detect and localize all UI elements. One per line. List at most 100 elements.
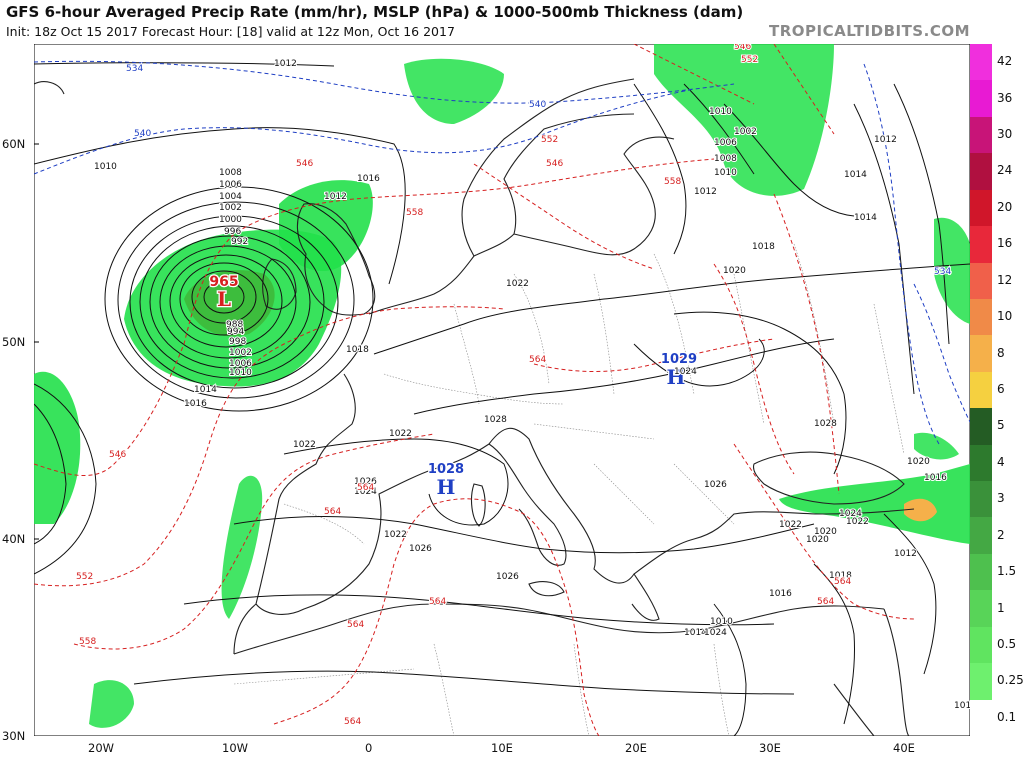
thickness-label: 546 [546, 159, 563, 169]
lat-label-40n: 40N [2, 532, 26, 546]
colorbar-cell [970, 189, 992, 227]
lon-label-10w: 10W [222, 741, 249, 755]
thickness-label: 564 [357, 483, 374, 493]
colorbar-label: 5 [997, 418, 1005, 433]
precip-cyclone-core [184, 270, 275, 337]
isobar-label: 988 [226, 320, 243, 330]
isobar-label: 1008 [714, 154, 737, 164]
coast-greece [631, 573, 660, 621]
coast-baltic [513, 136, 675, 256]
colorbar-label: 2 [997, 527, 1005, 542]
isobar-label: 1010 [954, 701, 970, 711]
colorbar-label: 0.1 [997, 709, 1017, 724]
thickness-label: 546 [296, 159, 313, 169]
colorbar-cell [970, 481, 992, 518]
colorbar-label: 6 [997, 382, 1005, 396]
colorbar-cell [970, 371, 992, 409]
thickness-label: 564 [817, 597, 834, 607]
colorbar-cell [970, 699, 992, 737]
colorbar-label: 8 [997, 345, 1005, 360]
coast-ireland [262, 258, 297, 310]
precip-colorbar [970, 44, 992, 737]
low-pressure-value: 965 [209, 274, 238, 290]
colorbar-cell [970, 44, 992, 81]
isobar-label: 1002 [219, 203, 242, 213]
thickness-label: 540 [134, 129, 151, 139]
thickness-label: 564 [344, 717, 361, 727]
isobar-label: 1014 [684, 628, 707, 638]
thickness-label: 564 [834, 577, 851, 587]
lon-label-40e: 40E [893, 741, 915, 755]
isobar-label: 1016 [924, 473, 947, 483]
high-pressure-marker-med: H [437, 475, 456, 499]
thickness-label: 564 [347, 620, 364, 630]
thickness-low-contours [34, 60, 970, 445]
isobar-label: 1010 [709, 107, 732, 117]
coast-africa-north [233, 603, 885, 655]
high-pressure-value-east: 1029 [661, 352, 697, 367]
isobar-label: 1022 [846, 517, 869, 527]
pressure-centers: 965 L 1028 H 1029 H [208, 273, 698, 501]
isobar-label: 1022 [779, 520, 802, 530]
low-pressure-marker: L [217, 287, 231, 311]
isobar-labels: 1012101010081006100410021000996992988994… [93, 58, 970, 712]
isobar-label: 998 [229, 337, 246, 347]
isobar-label: 1012 [894, 549, 917, 559]
thickness-label: 558 [406, 208, 423, 218]
coast-italy [488, 443, 567, 566]
colorbar-label: 0.25 [997, 673, 1024, 688]
thickness-label: 534 [934, 267, 951, 277]
coast-europe-west [255, 373, 915, 615]
isobar-label: 1022 [389, 429, 412, 439]
isobar-label: 1016 [184, 399, 207, 409]
thickness-label: 552 [541, 135, 558, 145]
precip-scandinavia-north [654, 44, 834, 196]
lon-label-20e: 20E [625, 741, 647, 755]
isobar-label: 1016 [357, 174, 380, 184]
colorbar-label: 12 [997, 272, 1013, 287]
high-pressure-value-med: 1028 [428, 462, 464, 477]
isobar-label: 1014 [844, 170, 867, 180]
coast-sicily [528, 581, 565, 597]
isobar-label: 992 [231, 237, 248, 247]
isobar-label: 1002 [229, 348, 252, 358]
isobar-label: 1024 [704, 628, 727, 638]
coast-levant [883, 608, 910, 736]
isobar-label: 1026 [704, 480, 727, 490]
isobar-label: 1010 [714, 168, 737, 178]
isobar-label: 1010 [710, 617, 733, 627]
coast-black-sea [752, 451, 905, 505]
isobar-label: 1010 [229, 368, 252, 378]
isobar-label: 1026 [354, 477, 377, 487]
isobar-label: 1006 [219, 180, 242, 190]
precip-caucasus-heavy [904, 498, 937, 522]
colorbar-label: 36 [997, 90, 1013, 105]
colorbar-label: 30 [997, 127, 1013, 142]
isobar-label: 1026 [409, 544, 432, 554]
isobar-label: 1018 [829, 571, 852, 581]
lon-label-10e: 10E [491, 741, 513, 755]
coast-iceland-edge [34, 81, 65, 95]
isobar-label: 1002 [734, 127, 757, 137]
isobar-label: 1000 [219, 215, 242, 225]
lon-label-0: 0 [365, 741, 373, 755]
thickness-labels: 5345405465525585645645645465525585645645… [75, 44, 952, 728]
precip-east-edge-2 [914, 432, 959, 460]
lon-label-20w: 20W [88, 741, 115, 755]
coast-red-sea [833, 683, 875, 736]
colorbar-cell [970, 626, 992, 664]
isobar-label: 1022 [384, 530, 407, 540]
isobar-label: 1014 [854, 213, 877, 223]
isobar-label: 996 [224, 227, 241, 237]
isobar-label: 1028 [484, 415, 507, 425]
weather-map: 965 L 1028 H 1029 H 1012 1010 1008 1006 1004… [34, 44, 970, 736]
brand-watermark: TROPICALTIDBITS.COM [769, 22, 970, 40]
isobar-label: 1028 [814, 419, 837, 429]
lat-label-30n: 30N [2, 729, 26, 743]
colorbar-cell [970, 80, 992, 118]
isobar-label: 1012 [324, 192, 347, 202]
isobar-label: 1012 [874, 135, 897, 145]
thickness-label: 558 [79, 637, 96, 647]
colorbar-cell [970, 116, 992, 154]
map-subtitle: Init: 18z Oct 15 2017 Forecast Hour: [18… [6, 24, 455, 39]
